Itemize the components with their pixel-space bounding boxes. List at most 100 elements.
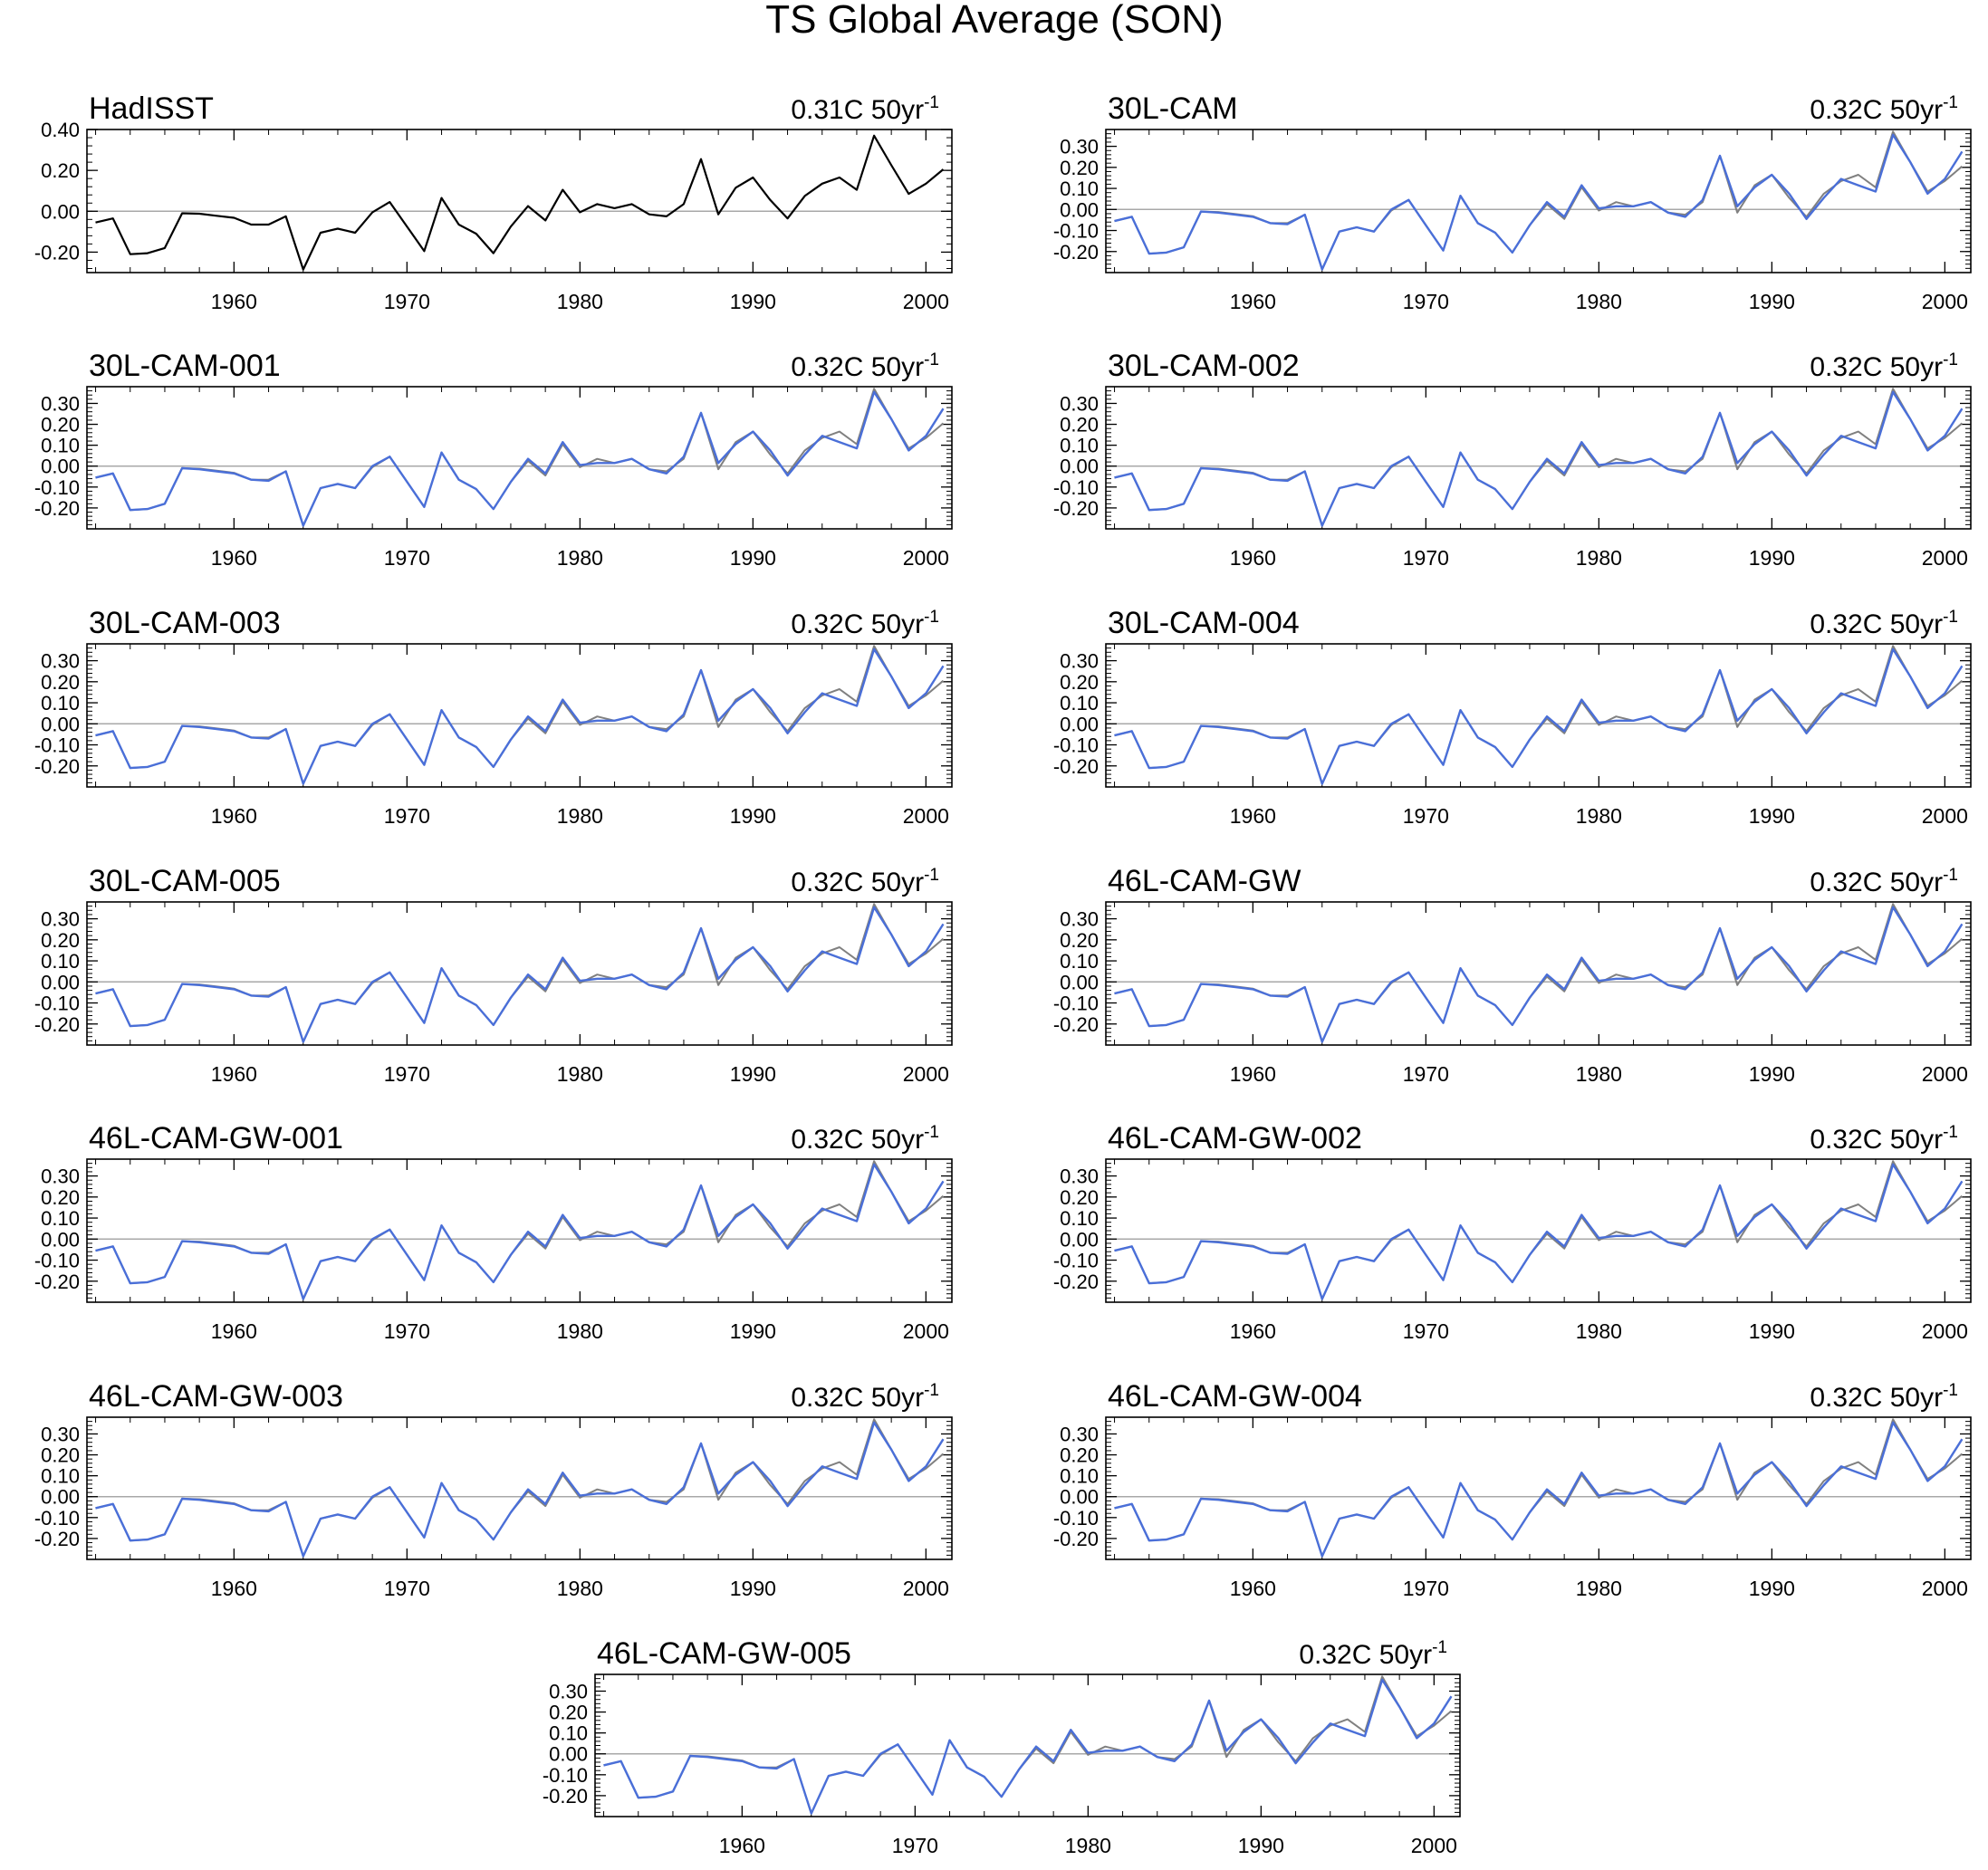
x-tick-label: 2000 [1922, 1577, 1968, 1600]
x-tick-label: 1960 [1230, 546, 1276, 570]
series-line-model [1114, 133, 1964, 271]
x-tick-label: 1980 [557, 1319, 603, 1343]
series-line-reference [95, 903, 945, 1043]
plot-frame [1105, 1416, 1972, 1560]
y-tick-label: 0.20 [1060, 671, 1099, 694]
panel: 30L-CAM 0.32C 50yr-1 -0.20-0.100.000.100.2… [1053, 91, 1972, 313]
panel-title: 30L-CAM-005 [89, 864, 281, 898]
y-tick-label: 0.30 [41, 1423, 80, 1445]
plot-frame [86, 1416, 953, 1560]
x-tick-label: 1970 [384, 804, 430, 828]
series-line-model [95, 390, 945, 527]
y-tick-label: 0.20 [1060, 414, 1099, 436]
trend-exponent: -1 [924, 350, 939, 369]
x-tick-label: 1960 [211, 1062, 257, 1086]
panel: 30L-CAM-001 0.32C 50yr-1 -0.20-0.100.000.1… [34, 349, 953, 570]
y-tick-label: 0.20 [549, 1702, 588, 1724]
series-line-reference [1114, 645, 1964, 785]
x-tick-label: 2000 [1922, 804, 1968, 828]
y-tick-label: -0.20 [1053, 755, 1099, 778]
x-tick-label: 1970 [384, 546, 430, 570]
y-tick-label: 0.00 [1060, 198, 1099, 221]
y-tick-label: 0.00 [549, 1743, 588, 1766]
x-tick-label: 2000 [1922, 1062, 1968, 1086]
y-tick-label: 0.00 [1060, 1228, 1099, 1251]
x-tick-label: 1960 [211, 804, 257, 828]
x-tick-label: 1970 [384, 1577, 430, 1600]
x-tick-label: 1970 [1403, 546, 1449, 570]
x-tick-label: 2000 [1411, 1834, 1457, 1857]
y-tick-label: 0.20 [41, 159, 80, 182]
y-tick-label: -0.20 [34, 1528, 80, 1550]
x-tick-label: 1980 [1576, 1319, 1622, 1343]
series-line-reference [95, 645, 945, 785]
panel-title: 46L-CAM-GW-001 [89, 1121, 343, 1156]
y-tick-label: 0.10 [549, 1722, 588, 1745]
trend-exponent: -1 [1943, 608, 1958, 627]
trend-label: 0.32C 50yr-1 [791, 866, 939, 897]
series-line-reference [95, 1418, 945, 1558]
y-tick-label: -0.10 [34, 993, 80, 1015]
x-tick-label: 1960 [1230, 290, 1276, 313]
x-tick-label: 1990 [730, 1577, 776, 1600]
x-tick-label: 1970 [384, 1062, 430, 1086]
y-tick-label: 0.00 [41, 971, 80, 993]
trend-label: 0.32C 50yr-1 [1810, 350, 1958, 382]
series-line-hadisst [95, 134, 945, 271]
panel-title: 46L-CAM-GW-004 [1108, 1379, 1362, 1414]
series-line-model [95, 1421, 945, 1558]
x-tick-label: 1980 [557, 290, 603, 313]
x-tick-label: 1990 [730, 1319, 776, 1343]
series-line-reference [95, 388, 945, 527]
plot-frame [1105, 386, 1972, 530]
x-tick-label: 1970 [1403, 1062, 1449, 1086]
x-tick-label: 1990 [1749, 1319, 1795, 1343]
x-tick-label: 1970 [892, 1834, 938, 1857]
trend-exponent: -1 [924, 1381, 939, 1400]
y-tick-label: 0.20 [41, 1186, 80, 1209]
x-tick-label: 2000 [1922, 1319, 1968, 1343]
y-tick-label: 0.00 [1060, 1486, 1099, 1509]
y-tick-label: 0.30 [41, 650, 80, 673]
y-tick-label: 0.00 [1060, 456, 1099, 478]
panel-title: 30L-CAM [1108, 91, 1238, 126]
trend-label: 0.32C 50yr-1 [791, 608, 939, 639]
y-tick-label: 0.40 [41, 119, 80, 141]
x-tick-label: 1970 [1403, 804, 1449, 828]
trend-exponent: -1 [1943, 93, 1958, 112]
x-tick-label: 2000 [1922, 546, 1968, 570]
y-tick-label: 0.10 [41, 1465, 80, 1488]
series-line-model [1114, 647, 1964, 785]
panel-title: 30L-CAM-004 [1108, 606, 1300, 640]
y-tick-label: -0.10 [34, 476, 80, 499]
x-tick-label: 1980 [557, 1577, 603, 1600]
y-tick-label: 0.10 [1060, 950, 1099, 973]
plot-frame [86, 643, 953, 788]
panel: 30L-CAM-005 0.32C 50yr-1 -0.20-0.100.000.1… [34, 864, 953, 1086]
y-tick-label: 0.30 [549, 1680, 588, 1702]
x-tick-label: 1960 [211, 1319, 257, 1343]
plot-frame [594, 1673, 1461, 1817]
trend-label: 0.32C 50yr-1 [1810, 866, 1958, 897]
y-tick-label: -0.20 [34, 497, 80, 520]
x-tick-label: 1990 [1749, 804, 1795, 828]
y-tick-label: -0.20 [1053, 1013, 1099, 1036]
panel-title: 30L-CAM-001 [89, 349, 281, 383]
panel-title: 46L-CAM-GW [1108, 864, 1301, 898]
x-tick-label: 1980 [1576, 546, 1622, 570]
y-tick-label: -0.10 [1053, 1250, 1099, 1272]
x-tick-label: 1990 [730, 546, 776, 570]
x-tick-label: 1960 [1230, 1062, 1276, 1086]
trend-exponent: -1 [924, 93, 939, 112]
x-tick-label: 1960 [719, 1834, 765, 1857]
y-tick-label: 0.00 [41, 456, 80, 478]
y-tick-label: -0.20 [34, 1013, 80, 1036]
panel-title: 46L-CAM-GW-003 [89, 1379, 343, 1414]
y-tick-label: 0.10 [41, 435, 80, 457]
trend-exponent: -1 [1943, 866, 1958, 885]
panel-title: 46L-CAM-GW-002 [1108, 1121, 1362, 1156]
y-tick-label: -0.20 [34, 241, 80, 264]
x-tick-label: 1980 [1576, 1577, 1622, 1600]
x-tick-label: 2000 [903, 804, 949, 828]
y-tick-label: 0.00 [1060, 971, 1099, 993]
